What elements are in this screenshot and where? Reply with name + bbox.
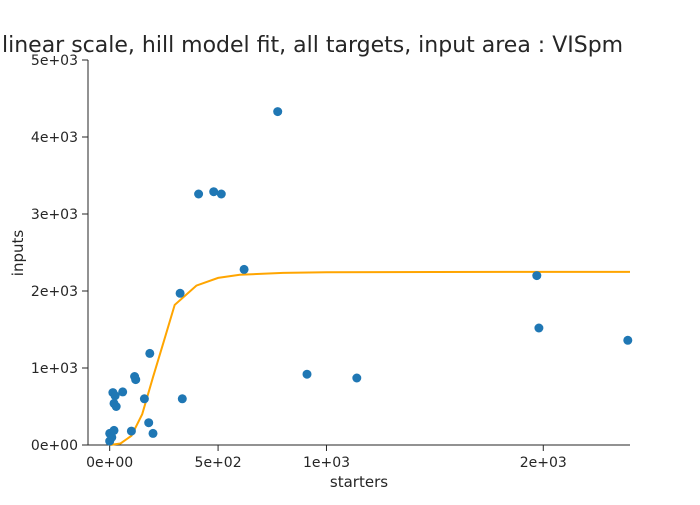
data-point <box>302 369 312 379</box>
data-point <box>107 432 117 442</box>
chart-title: linear scale, hill model fit, all target… <box>2 33 623 58</box>
y-tick-label: 1e+03 <box>31 361 78 377</box>
data-point <box>144 418 154 428</box>
data-point <box>126 426 136 436</box>
data-point <box>239 264 249 274</box>
x-tick-label: 2e+03 <box>520 455 567 471</box>
points-layer <box>105 107 633 446</box>
x-tick-label: 1e+03 <box>303 455 350 471</box>
data-point <box>148 428 158 438</box>
y-tick-label: 3e+03 <box>31 207 78 223</box>
y-tick-label: 5e+03 <box>31 53 78 69</box>
y-tick-label: 4e+03 <box>31 130 78 146</box>
y-axis-title: inputs <box>9 230 27 277</box>
hill-fit-line <box>109 270 630 446</box>
data-point <box>194 189 204 199</box>
fit-layer <box>109 270 630 446</box>
data-point <box>273 107 283 117</box>
x-axis-title: starters <box>330 473 388 491</box>
data-point <box>111 402 121 411</box>
data-point <box>118 387 128 397</box>
data-point <box>209 187 219 197</box>
data-point <box>532 271 542 281</box>
y-tick-label: 0e+00 <box>31 438 78 454</box>
data-point <box>145 348 155 358</box>
data-point <box>175 288 185 298</box>
data-point <box>534 323 544 333</box>
data-point <box>352 373 362 383</box>
data-point <box>131 375 141 385</box>
data-point <box>623 335 633 345</box>
data-point <box>177 394 187 404</box>
data-point <box>139 394 149 404</box>
x-tick-label: 0e+00 <box>86 455 133 471</box>
y-tick-label: 2e+03 <box>31 284 78 300</box>
data-point <box>109 425 119 435</box>
x-ticks: 0e+00 5e+02 1e+03 2e+03 <box>86 445 567 471</box>
data-point <box>110 391 120 401</box>
x-tick-label: 5e+02 <box>195 455 242 471</box>
y-ticks: 0e+00 1e+03 2e+03 3e+03 4e+03 5e+03 <box>31 53 88 454</box>
data-point <box>216 189 226 199</box>
